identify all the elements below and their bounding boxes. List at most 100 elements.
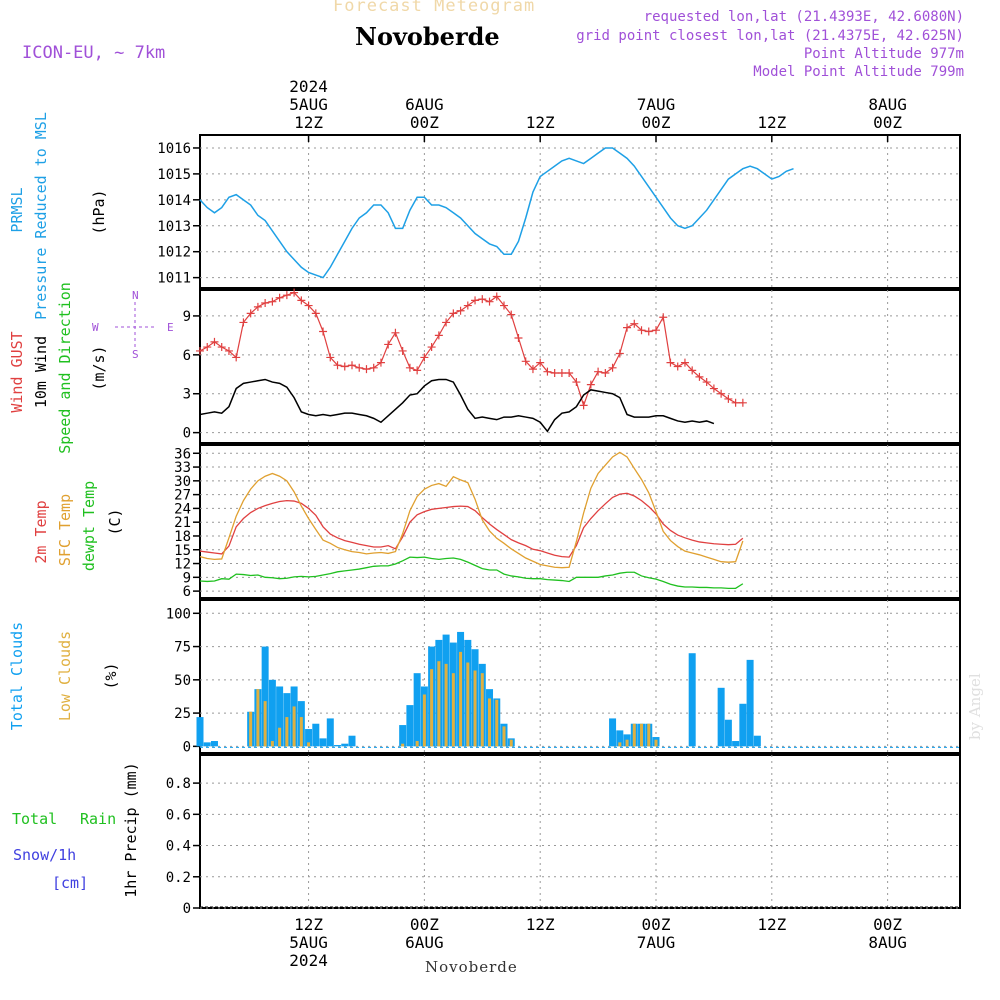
gust-marker — [731, 398, 740, 407]
gust-marker — [210, 337, 219, 346]
pressure-label: Pressure Reduced to MSL — [32, 112, 50, 320]
grid-point-coords: grid point closest lon,lat (21.4375E, 42… — [576, 28, 964, 44]
total-cloud-bar — [616, 730, 624, 747]
pressure-label: PRMSL — [8, 187, 26, 232]
low-cloud-bar — [632, 723, 636, 747]
gust-marker — [709, 384, 718, 393]
gust-marker — [420, 353, 429, 362]
gust-marker — [471, 296, 480, 305]
temp-label: 2m Temp — [32, 500, 50, 563]
y-tick-label: 1016 — [157, 141, 191, 157]
compass-w: W — [92, 321, 99, 334]
low-cloud-bar — [466, 662, 470, 747]
total-cloud-bar — [334, 745, 342, 747]
top-time-label: 12Z — [294, 113, 323, 132]
bottom-time-label: 00Z — [873, 915, 902, 934]
requested-coords: requested lon,lat (21.4393E, 42.6080N) — [643, 9, 964, 25]
total-cloud-bar — [717, 687, 725, 747]
gust-marker — [456, 306, 465, 315]
gust-marker — [579, 401, 588, 410]
total-cloud-bar — [348, 735, 356, 747]
y-tick-label: 6 — [183, 584, 191, 600]
clouds-label: Total Clouds — [8, 622, 26, 730]
bottom-time-label: 2024 — [289, 951, 328, 970]
low-cloud-bar — [444, 663, 448, 747]
gust-marker — [434, 331, 443, 340]
top-time-label: 00Z — [410, 113, 439, 132]
gust-marker — [492, 292, 501, 301]
total-cloud-bar — [276, 686, 284, 747]
wind-label: Wind GUST — [8, 331, 26, 412]
gust-marker — [304, 301, 313, 310]
top-time-label: 12Z — [526, 113, 555, 132]
gust-marker — [326, 353, 335, 362]
bottom-time-label: 8AUG — [868, 933, 907, 952]
gust-marker — [652, 326, 660, 335]
y-tick-label: 1012 — [157, 245, 191, 261]
panel-frame — [199, 289, 961, 444]
y-tick-label: 33 — [174, 460, 191, 476]
low-cloud-bar — [473, 670, 477, 747]
bottom-time-label: 5AUG — [289, 933, 328, 952]
compass-n: N — [132, 289, 139, 302]
total-cloud-bar — [413, 673, 421, 747]
gust-marker — [369, 363, 378, 372]
gust-marker — [246, 309, 255, 318]
temp-label: dewpt Temp — [80, 481, 98, 571]
y-tick-label: 6 — [183, 348, 191, 364]
wind-label: 10m Wind — [32, 336, 50, 408]
low-cloud-bar — [422, 694, 426, 747]
gust-marker — [608, 363, 617, 372]
total-cloud-bar — [732, 741, 740, 747]
bottom-time-label: 12Z — [757, 915, 786, 934]
dewpoint-line — [199, 556, 744, 590]
gust-marker — [738, 398, 747, 407]
gust-marker — [384, 340, 393, 349]
gust-marker — [398, 346, 407, 355]
gust-marker — [572, 378, 581, 387]
panel-frame — [199, 444, 961, 599]
precip-label: Snow/1h — [13, 846, 76, 864]
gust-marker — [362, 365, 371, 374]
pressure-line — [199, 147, 794, 279]
precip-label: Rain — [80, 810, 116, 828]
sfc-temp-line — [199, 451, 744, 569]
gust-marker — [586, 380, 595, 389]
total-cloud-bar — [406, 705, 414, 747]
gust-marker — [376, 358, 385, 367]
gust-marker — [217, 343, 226, 352]
low-cloud-bar — [654, 739, 658, 747]
y-tick-label: 0 — [183, 426, 191, 442]
model-label: ICON-EU, ~ 7km — [22, 43, 166, 63]
bottom-time-label: 00Z — [642, 915, 671, 934]
gust-marker — [601, 368, 610, 377]
gust-marker — [717, 389, 726, 398]
top-time-label: 12Z — [757, 113, 786, 132]
y-tick-label: 3 — [183, 387, 191, 403]
gust-marker — [275, 293, 284, 302]
gust-marker — [268, 297, 277, 306]
gust-marker — [355, 363, 364, 372]
y-tick-label: 30 — [174, 474, 191, 490]
low-cloud-bar — [415, 741, 419, 747]
faded-title: Forecast Meteogram — [333, 0, 536, 16]
top-time-label: 00Z — [873, 113, 902, 132]
gust-marker — [644, 327, 653, 336]
gust-marker — [203, 343, 212, 352]
low-cloud-bar — [263, 701, 267, 747]
gust-marker — [442, 318, 451, 327]
model-altitude: Model Point Altitude 799m — [753, 64, 964, 80]
gust-marker — [615, 349, 624, 358]
y-tick-label: 1014 — [157, 193, 191, 209]
panel-frame — [199, 754, 961, 909]
gust-marker — [261, 298, 270, 307]
low-cloud-bar — [278, 727, 282, 747]
gust-marker — [536, 358, 545, 367]
y-tick-label: 15 — [174, 543, 191, 559]
y-tick-label: 1015 — [157, 167, 191, 183]
gust-marker — [666, 358, 675, 367]
low-cloud-bar — [256, 689, 260, 747]
gust-marker — [702, 378, 711, 387]
top-time-label: 5AUG — [289, 95, 328, 114]
